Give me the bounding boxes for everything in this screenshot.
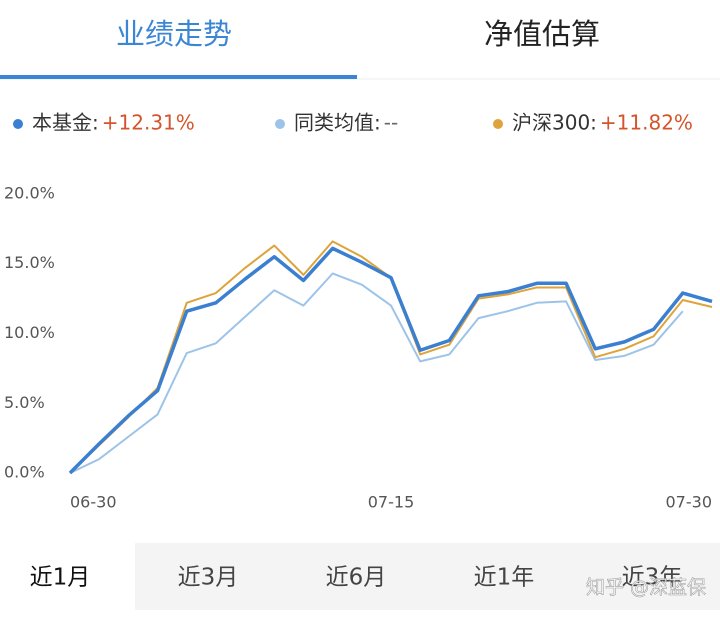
series-line	[68, 246, 713, 475]
tab-underline	[0, 75, 357, 79]
legend-value: +12.31%	[102, 111, 195, 135]
y-tick-label: 5.0%	[4, 393, 45, 412]
tab-active[interactable]: 业绩走势	[116, 17, 232, 51]
series-line	[69, 272, 684, 474]
legend-dot	[275, 119, 285, 129]
x-tick-label: 06-30	[70, 493, 117, 512]
x-tick-label: 07-15	[368, 493, 415, 512]
watermark: 知乎 @深蓝保	[586, 577, 706, 599]
period-tab[interactable]: 近3年	[622, 565, 683, 591]
period-tab[interactable]: 近3月	[178, 565, 239, 591]
legend-dot	[13, 119, 23, 129]
legend-label: 同类均值:	[294, 111, 381, 135]
y-tick-label: 0.0%	[4, 463, 45, 482]
y-tick-label: 10.0%	[4, 323, 55, 342]
legend-value: +11.82%	[600, 111, 693, 135]
x-tick-label: 07-30	[666, 493, 713, 512]
period-tab[interactable]: 近1月	[30, 565, 91, 591]
period-active-bg	[0, 543, 135, 610]
period-tab[interactable]: 近6月	[326, 565, 387, 591]
y-tick-label: 15.0%	[4, 253, 55, 272]
tab[interactable]: 净值估算	[484, 17, 600, 51]
legend-value: --	[384, 111, 398, 135]
legend-dot	[493, 119, 503, 129]
period-tab[interactable]: 近1年	[474, 565, 535, 591]
y-tick-label: 20.0%	[4, 183, 55, 202]
legend-label: 本基金:	[32, 111, 99, 135]
legend-label: 沪深300:	[512, 111, 597, 135]
